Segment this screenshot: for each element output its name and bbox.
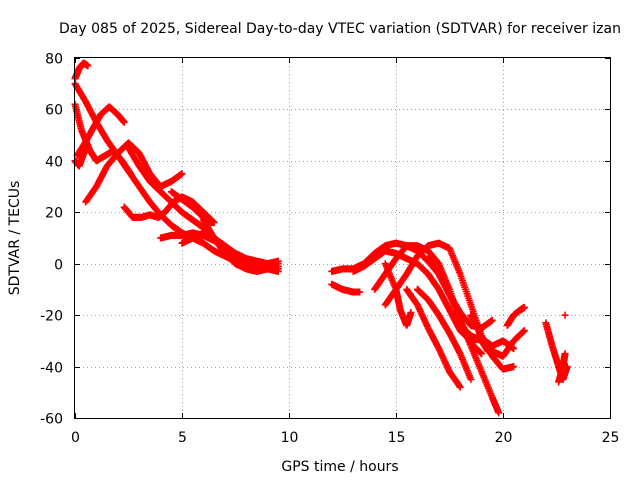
series-arc-14: [328, 280, 364, 296]
series-arc-18: [381, 260, 415, 329]
data-point: [510, 363, 518, 371]
x-tick-label: 10: [281, 430, 299, 446]
series-arc-21: [424, 255, 503, 417]
y-tick-label: -20: [40, 309, 63, 325]
data-point: [561, 311, 569, 319]
grid: [75, 58, 610, 418]
data-point: [210, 219, 218, 227]
data-points: [71, 59, 571, 417]
plot-frame: [74, 57, 611, 419]
data-point: [407, 309, 415, 317]
data-point: [274, 262, 282, 270]
y-tick-label: 20: [45, 206, 63, 222]
series-arc-17: [381, 239, 518, 373]
data-point: [561, 350, 569, 358]
data-point: [467, 375, 475, 383]
data-point: [178, 170, 186, 178]
data-point: [488, 316, 496, 324]
series-arc-26: [555, 350, 569, 386]
series-arc-25: [542, 319, 571, 383]
data-point: [520, 327, 528, 335]
y-tick-label: 60: [45, 103, 63, 119]
series-arc-24: [503, 303, 528, 329]
series-arc-12: [199, 216, 282, 275]
y-tick-label: -60: [40, 412, 63, 428]
y-tick-label: 0: [54, 258, 63, 274]
data-point: [520, 303, 528, 311]
data-point: [127, 170, 135, 178]
x-tick-label: 15: [388, 430, 406, 446]
x-axis-label: GPS time / hours: [281, 459, 398, 475]
series-arc-19: [403, 285, 464, 391]
y-axis-label: SDTVAR / TECUs: [7, 181, 23, 296]
data-point: [495, 409, 503, 417]
x-tick-label: 5: [178, 430, 187, 446]
series-arc-1: [71, 59, 92, 83]
x-tick-label: 25: [602, 430, 620, 446]
series-arc-5: [82, 139, 186, 206]
data-point: [356, 288, 364, 296]
series-arc-8: [125, 144, 282, 268]
chart-title: Day 085 of 2025, Sidereal Day-to-day VTE…: [59, 21, 621, 37]
data-point: [120, 118, 128, 126]
x-tick-label: 20: [495, 430, 513, 446]
data-point: [478, 350, 486, 358]
series-arc-20: [413, 285, 475, 383]
x-tick-label: 0: [71, 430, 80, 446]
axis-ticks: 0 5 10 15 20 25 -60 -40 -20 0 20 40 60 80: [40, 52, 619, 447]
data-point: [456, 383, 464, 391]
data-point: [84, 62, 92, 70]
y-tick-label: 80: [45, 52, 63, 68]
y-tick-label: -40: [40, 361, 63, 377]
series-arc-23: [456, 321, 528, 360]
series-arc-27: [561, 311, 569, 319]
data-point: [82, 144, 90, 152]
y-tick-label: 40: [45, 155, 63, 171]
